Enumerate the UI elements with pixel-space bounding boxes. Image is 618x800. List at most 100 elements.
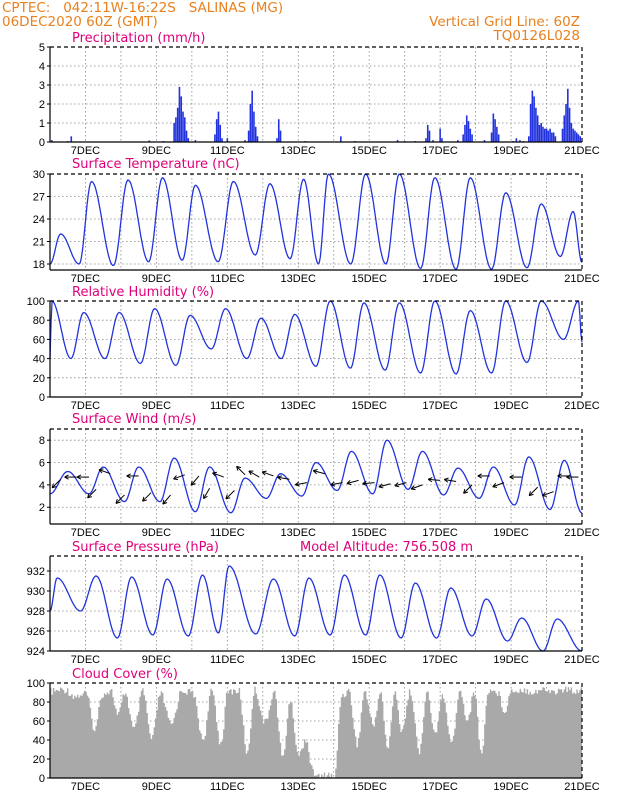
wind-arrow <box>225 490 235 500</box>
panel-temperature: Surface Temperature (nC) 18 21 24 27 30 7DEC 9… <box>33 157 600 285</box>
temp-x-tick-label: 9DEC <box>142 273 171 285</box>
pressure-x-tick-label: 9DEC <box>142 654 171 666</box>
wind-y-tick-label: 4 <box>39 480 45 492</box>
cloud-x-tick-label: 15DEC <box>351 781 387 793</box>
precip-bar <box>182 111 184 142</box>
precip-bar <box>549 128 551 142</box>
wind-arrow <box>444 478 457 483</box>
wind-series-line <box>49 439 583 514</box>
wind-arrow-head <box>463 488 466 494</box>
humidity-x-tick-label: 21DEC <box>564 400 600 412</box>
precip-x-tick-label: 21DEC <box>564 145 600 157</box>
wind-arrow-head <box>277 475 283 478</box>
wind-arrow-head <box>212 472 216 477</box>
wind-arrow <box>492 482 505 488</box>
wind-arrow <box>528 486 539 496</box>
precip-x-tick-label: 17DEC <box>422 145 458 157</box>
precip-x-tick-label: 15DEC <box>351 145 387 157</box>
precip-bar <box>432 140 434 142</box>
pressure-x-tick-label: 7DEC <box>71 654 100 666</box>
precip-bar <box>471 134 473 142</box>
wind-arrow <box>98 469 111 475</box>
precip-bar <box>464 124 466 142</box>
wind-arrow-head <box>225 497 231 500</box>
wind-arrow <box>463 484 473 494</box>
precip-bar <box>545 128 548 142</box>
precip-bar <box>148 140 151 142</box>
wind-arrow-head <box>542 495 547 497</box>
precip-bar <box>570 123 573 142</box>
wind-arrow-head <box>162 502 168 505</box>
wind-arrow <box>394 482 407 487</box>
wind-arrow <box>378 483 391 488</box>
wind-arrow <box>277 476 290 480</box>
wind-arrow-head <box>362 480 367 485</box>
precip-bar <box>70 136 73 142</box>
wind-arrow-head <box>346 483 352 486</box>
temp-x-tick-label: 19DEC <box>493 273 529 285</box>
precip-bar <box>50 140 53 142</box>
precip-bar <box>244 140 246 142</box>
wind-arrow-head <box>528 491 531 496</box>
precip-bar <box>173 123 175 142</box>
precip-bar <box>574 130 576 142</box>
precip-bar <box>519 140 521 142</box>
precip-bar <box>563 115 566 142</box>
model-altitude: Model Altitude: 756.508 m <box>300 540 473 555</box>
precip-bar <box>469 128 472 142</box>
wind-arrow-head <box>541 491 546 497</box>
wind-x-tick-label: 9DEC <box>142 527 171 539</box>
precip-bar <box>185 130 188 142</box>
precipitation-title: Precipitation (mm/h) <box>72 31 205 46</box>
precip-bar <box>531 90 534 142</box>
wind-arrow-head <box>557 473 562 477</box>
cloud-x-tick-label: 13DEC <box>281 781 317 793</box>
wind-arrow-head <box>509 476 514 480</box>
wind-arrow-head <box>313 469 318 472</box>
temp-x-tick-label: 11DEC <box>210 273 245 285</box>
wind-arrow-head <box>225 494 228 500</box>
wind-arrow-head <box>76 476 82 480</box>
precip-bar <box>490 132 493 142</box>
wind-arrow-head <box>346 480 351 484</box>
wind-arrow-head <box>557 475 562 479</box>
wind-x-tick-label: 7DEC <box>71 527 100 539</box>
temp-y-tick-label: 27 <box>33 192 45 204</box>
precip-bar <box>561 128 564 142</box>
precip-bar <box>554 136 557 142</box>
precip-x-tick-label: 9DEC <box>142 145 171 157</box>
precip-bar <box>579 136 582 142</box>
precip-bar <box>496 126 498 142</box>
wind-arrow-head <box>443 479 449 483</box>
wind-arrow-head <box>76 474 82 478</box>
wind-arrow-head <box>142 496 145 502</box>
pressure-x-tick-label: 15DEC <box>351 654 387 666</box>
precip-bar <box>226 138 229 142</box>
humidity-y-tick-label: 100 <box>27 296 45 308</box>
precip-bar <box>572 128 574 142</box>
wind-arrow-head <box>394 482 399 487</box>
panel-wind: Surface Wind (m/s) 2 4 6 8 7DEC 9DEC 11DEC 13DE… <box>39 412 600 539</box>
pressure-y-tick-label: 928 <box>27 606 45 618</box>
wind-arrow-head <box>295 481 300 486</box>
cloud-cover-title: Cloud Cover (%) <box>72 667 178 682</box>
wind-arrow-head <box>173 478 179 481</box>
wind-arrow-head <box>212 471 218 474</box>
wind-arrow-head <box>394 485 400 488</box>
precip-bar <box>494 119 496 142</box>
wind-arrow-head <box>126 475 131 479</box>
wind-arrow <box>542 491 554 497</box>
precip-bar <box>279 130 282 142</box>
pressure-title: Surface Pressure (hPa) <box>72 540 219 555</box>
wind-arrow-head <box>52 486 57 489</box>
pressure-x-tick-label: 13DEC <box>281 654 317 666</box>
pressure-x-tick-label: 19DEC <box>493 654 529 666</box>
precip-bar <box>251 90 253 142</box>
cloud-x-tick-label: 21DEC <box>564 781 600 793</box>
precip-bar <box>535 107 537 142</box>
precip-bar <box>249 104 252 142</box>
pressure-y-tick-label: 930 <box>27 586 45 598</box>
wind-arrow-head <box>203 495 208 500</box>
humidity-x-tick-label: 11DEC <box>210 400 245 412</box>
